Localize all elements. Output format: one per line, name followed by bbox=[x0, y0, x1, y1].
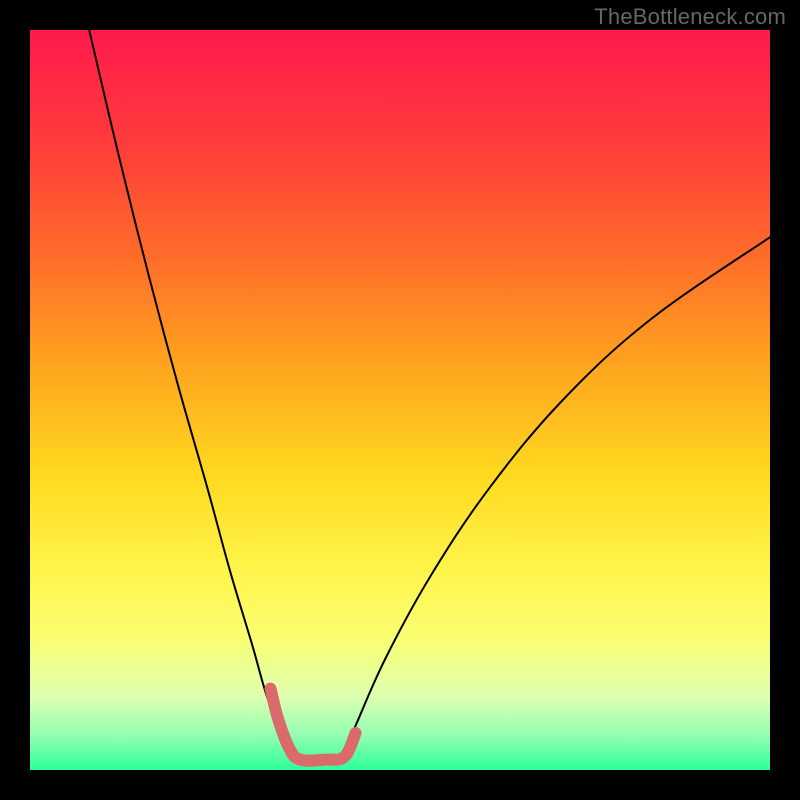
chart-container: TheBottleneck.com bbox=[0, 0, 800, 800]
watermark-text: TheBottleneck.com bbox=[594, 4, 786, 30]
plot-area bbox=[30, 30, 770, 770]
gradient-background bbox=[30, 30, 770, 770]
plot-svg bbox=[30, 30, 770, 770]
